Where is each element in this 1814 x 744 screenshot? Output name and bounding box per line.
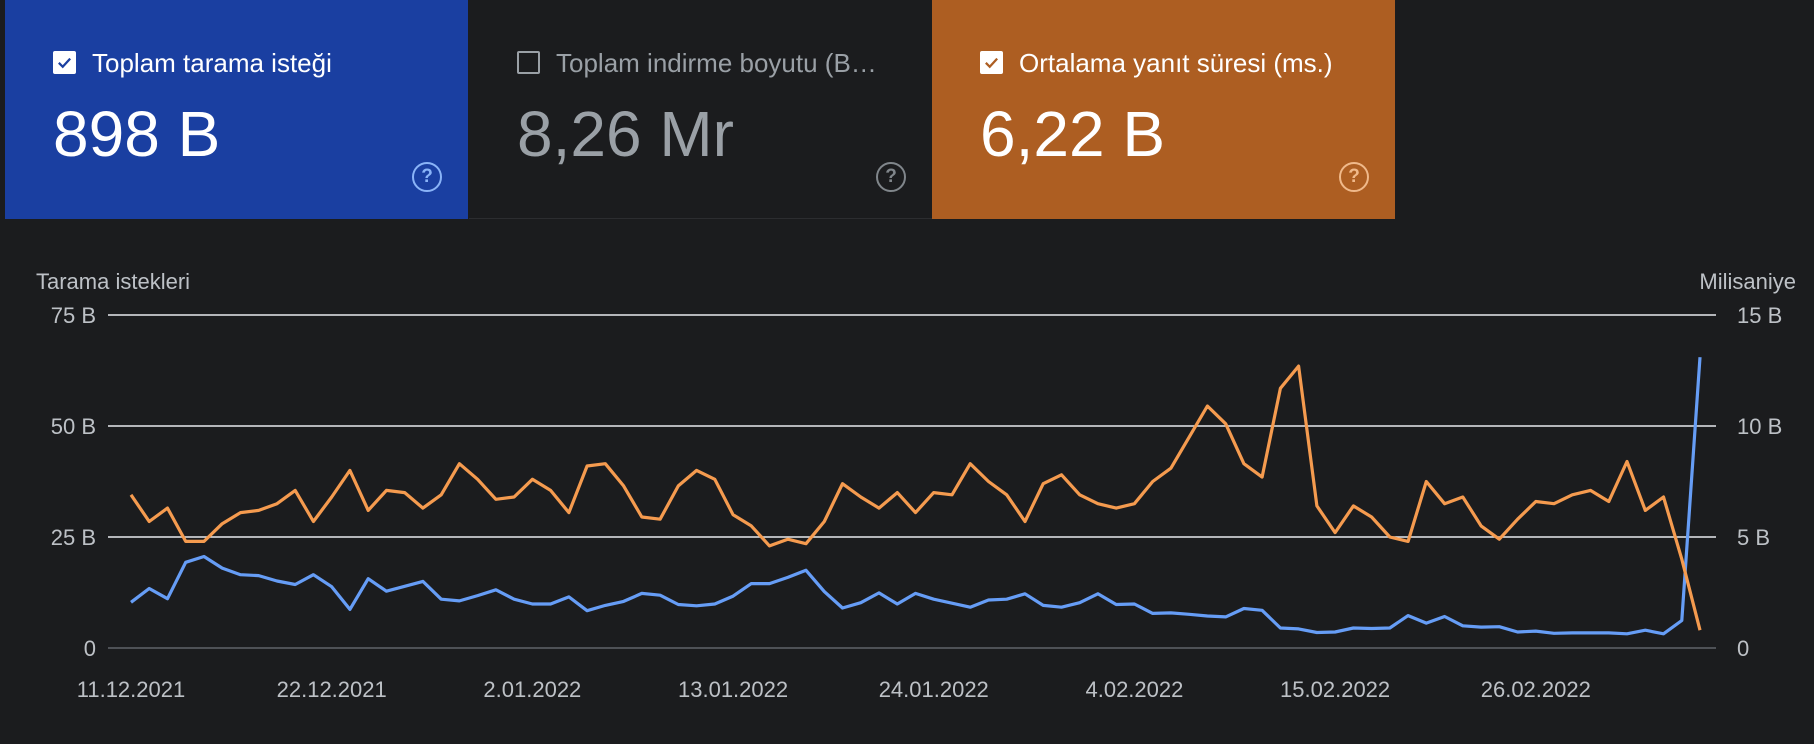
x-axis-tick-label: 4.02.2022 <box>1085 677 1183 702</box>
check-icon <box>58 57 72 69</box>
total-crawl-requests-card[interactable]: Toplam tarama isteği 898 B? <box>5 0 468 219</box>
right-axis-title: Milisaniye <box>1699 269 1796 294</box>
x-axis-tick-label: 22.12.2021 <box>277 677 387 702</box>
left-axis-title: Tarama istekleri <box>36 269 190 294</box>
help-circle-icon[interactable]: ? <box>876 162 906 192</box>
right-axis-tick-label: 0 <box>1737 636 1749 661</box>
x-axis-tick-label: 26.02.2022 <box>1481 677 1591 702</box>
card-value: 6,22 B <box>980 98 1166 170</box>
total-download-size-card[interactable]: Toplam indirme boyutu (B… 8,26 Mr? <box>469 0 932 219</box>
x-axis-tick-label: 2.01.2022 <box>483 677 581 702</box>
x-axis-tick-label: 15.02.2022 <box>1280 677 1390 702</box>
average-response-time-card[interactable]: Ortalama yanıt süresi (ms.) 6,22 B? <box>932 0 1395 219</box>
left-axis-tick-label: 25 B <box>51 525 96 550</box>
card-value: 898 B <box>53 98 221 170</box>
x-axis-tick-label: 24.01.2022 <box>879 677 989 702</box>
card-value: 8,26 Mr <box>517 98 734 170</box>
right-axis-tick-label: 5 B <box>1737 525 1770 550</box>
checkbox-unchecked[interactable] <box>517 51 540 74</box>
help-circle-icon[interactable]: ? <box>412 162 442 192</box>
x-axis-tick-label: 11.12.2021 <box>77 677 185 702</box>
left-axis-tick-label: 50 B <box>51 414 96 439</box>
series-line-response-time <box>129 364 1702 631</box>
checkbox-checked[interactable] <box>53 51 76 74</box>
help-circle-icon[interactable]: ? <box>1339 162 1369 192</box>
series-line-crawl-requests <box>130 357 1702 636</box>
checkbox-checked[interactable] <box>980 51 1003 74</box>
x-axis-tick-label: 13.01.2022 <box>678 677 788 702</box>
right-axis-tick-label: 10 B <box>1737 414 1782 439</box>
check-icon <box>985 57 999 69</box>
left-axis-tick-label: 75 B <box>51 303 96 328</box>
left-axis-tick-label: 0 <box>84 636 96 661</box>
right-axis-tick-label: 15 B <box>1737 303 1782 328</box>
